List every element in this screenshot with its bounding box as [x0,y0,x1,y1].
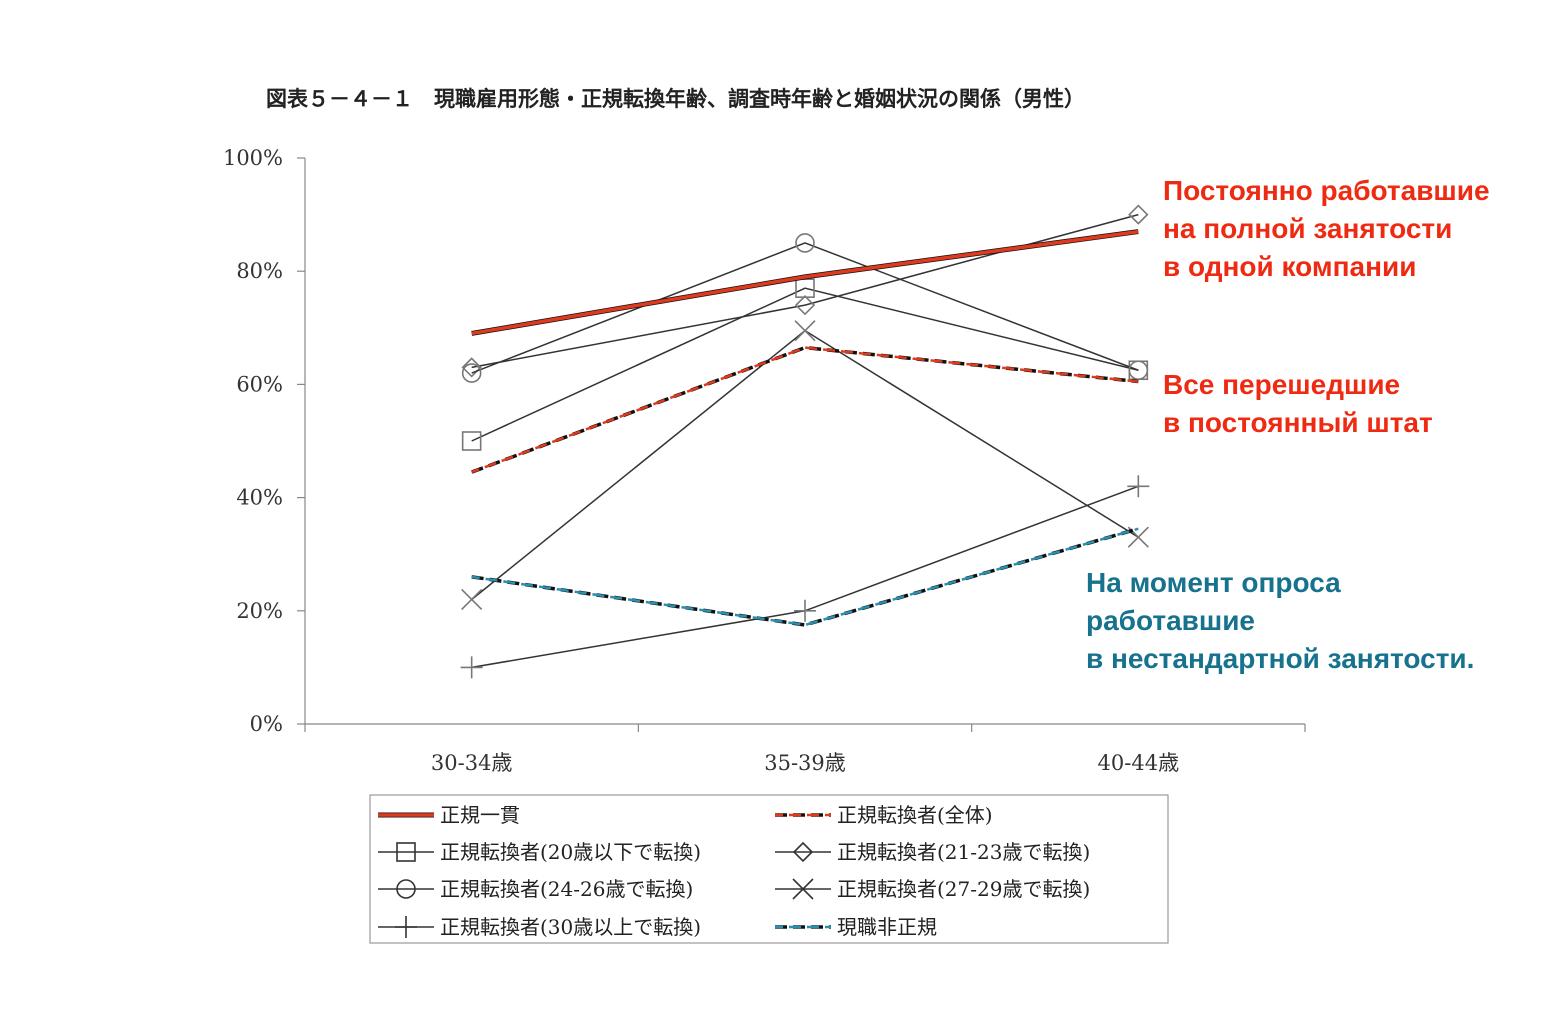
annotation-line: Постоянно работавшие [1163,175,1490,206]
series-line [471,242,1139,374]
x-marker [461,588,483,611]
legend-box [369,794,1169,944]
series-line-overlay [471,229,1139,336]
series-6 [461,320,1149,611]
y-tick-label: 60% [236,372,283,396]
y-tick-label: 40% [236,486,283,510]
chart-title: 図表５－４－１ 現職雇用形態・正規転換年齢、調査時年齢と婚姻状況の関係（男性） [266,87,1085,111]
y-tick-label: 100% [223,146,283,170]
circle-marker [1128,360,1149,381]
legend-label: 正規転換者(27-29歳で転換) [837,877,1090,901]
series-line-overlay [471,527,1139,627]
plus-marker [460,656,483,679]
series-line [471,213,1139,369]
series-8 [471,527,1139,627]
series-2 [471,345,1139,474]
series-line-overlay [471,346,1139,474]
legend-label: 正規転換者(20歳以下で転換) [440,840,701,864]
x-tick-label: 30-34歳 [431,751,513,775]
legend-item: 正規一貫 [378,803,520,827]
diamond-marker [1128,204,1149,225]
square-marker [396,842,416,862]
annotation-line: Все перешедшие [1163,369,1400,400]
diamond-marker [792,841,814,863]
legend-label: 正規転換者(21-23歳で転換) [837,840,1090,864]
legend-item: 正規転換者(24-26歳で転換) [378,877,693,901]
x-marker [792,878,814,900]
annotation-line: в нестандартной занятости. [1086,643,1474,674]
diamond-marker [461,357,482,378]
legend: 正規一貫 正規転換者(全体) 正規転換者(20歳以下で転換) 正規転換者(21-23歳… [369,794,1169,944]
annotation-1: Постоянно работавшие на полной занятости в… [1163,175,1490,282]
x-tick-label: 35-39歳 [764,751,846,775]
y-tick-label: 80% [236,259,283,283]
legend-item: 正規転換者(全体) [775,803,993,827]
circle-marker [795,233,815,253]
legend-item: 正規転換者(20歳以下で転換) [378,840,701,864]
legend-label: 正規一貫 [440,803,520,827]
x-tick-label: 40-44歳 [1098,751,1180,775]
annotation-2: Все перешедшие в постоянный штат [1163,369,1433,438]
annotations: Постоянно работавшие на полной занятости в… [1086,175,1490,674]
series-line [471,345,1139,474]
annotation-line: на полной занятости [1163,213,1452,244]
annotation-line: На момент опроса [1086,567,1341,598]
legend-item: 現職非正規 [775,915,937,939]
y-tick-label: 0% [250,712,283,736]
series-1 [471,229,1139,336]
legend-item: 正規転換者(21-23歳で転換) [775,840,1090,864]
series-line [471,485,1139,669]
legend-label: 正規転換者(30歳以上で転換) [440,915,701,939]
series-7 [460,475,1150,679]
plus-marker [794,599,816,622]
legend-label: 正規転換者(全体) [837,803,993,827]
annotation-line: в постоянный штат [1163,407,1433,438]
y-tick-label: 20% [236,599,283,623]
diamond-marker [794,295,816,316]
series-5 [461,233,1149,383]
plus-marker [395,916,417,938]
series-layer [460,204,1150,679]
legend-item: 正規転換者(27-29歳で転換) [775,877,1090,901]
legend-label: 正規転換者(24-26歳で転換) [440,877,693,901]
circle-marker [461,363,482,383]
plus-marker [1127,475,1150,498]
annotation-3: На момент опроса работавшие в нестандартно… [1086,567,1474,674]
square-marker [461,431,482,451]
x-marker [794,320,816,342]
annotation-line: работавшие [1086,605,1255,636]
annotation-line: в одной компании [1163,251,1416,282]
axes: 0% 20% 40% 60% 80% 100% 30-34歳 35-39歳 40-44歳 [223,146,1306,775]
series-line [471,287,1139,442]
legend-label: 現職非正規 [837,915,937,939]
series-4 [461,204,1149,378]
legend-item: 正規転換者(30歳以上で転換) [378,915,701,939]
circle-marker [396,879,416,899]
